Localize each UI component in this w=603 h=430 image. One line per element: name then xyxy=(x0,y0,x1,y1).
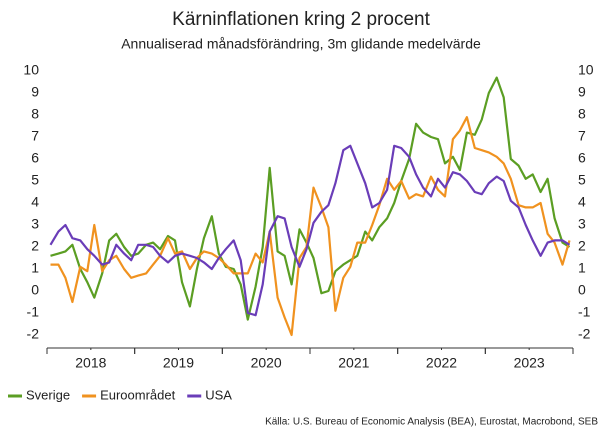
x-tick-label: 2021 xyxy=(338,355,369,371)
y2-tick-label: 6 xyxy=(578,150,586,166)
y-tick-label: -2 xyxy=(27,326,40,342)
y2-tick-label: 8 xyxy=(578,106,586,122)
y2-tick-label: 2 xyxy=(578,238,586,254)
y-tick-label: -1 xyxy=(27,304,40,320)
legend-label: USA xyxy=(205,387,232,402)
legend-label: Sverige xyxy=(26,387,70,402)
y-tick-label: 3 xyxy=(31,216,39,232)
y2-tick-label: 10 xyxy=(578,62,594,78)
y-tick-label: 2 xyxy=(31,238,39,254)
y2-tick-label: 9 xyxy=(578,84,586,100)
y-tick-label: 6 xyxy=(31,150,39,166)
x-tick-label: 2023 xyxy=(514,355,545,371)
series-line xyxy=(50,76,571,321)
y2-tick-label: 4 xyxy=(578,194,586,210)
x-tick-label: 2022 xyxy=(426,355,457,371)
y2-tick-label: -2 xyxy=(578,326,591,342)
x-tick-label: 2019 xyxy=(163,355,194,371)
y-tick-label: 5 xyxy=(31,172,39,188)
y2-tick-label: 5 xyxy=(578,172,586,188)
legend-label: Euroområdet xyxy=(100,387,176,402)
chart-title: Kärninflationen kring 2 procent xyxy=(172,9,430,30)
y2-tick-label: 3 xyxy=(578,216,586,232)
chart-subtitle: Annualiserad månadsförändring, 3m glidan… xyxy=(121,36,481,52)
y2-tick-label: 1 xyxy=(578,260,586,276)
y-tick-label: 1 xyxy=(31,260,39,276)
y2-tick-label: -1 xyxy=(578,304,591,320)
series-line xyxy=(49,144,571,317)
y-tick-label: 0 xyxy=(31,282,39,298)
y-tick-label: 8 xyxy=(31,106,39,122)
x-tick-label: 2018 xyxy=(75,355,106,371)
series-line xyxy=(50,116,571,337)
y-tick-label: 7 xyxy=(31,128,39,144)
y2-tick-label: 7 xyxy=(578,128,586,144)
y-tick-label: 9 xyxy=(31,84,39,100)
y-tick-label: 4 xyxy=(31,194,39,210)
x-tick-label: 2020 xyxy=(251,355,282,371)
y-tick-label: 10 xyxy=(23,62,39,78)
y2-tick-label: 0 xyxy=(578,282,586,298)
source: Källa: U.S. Bureau of Economic Analysis … xyxy=(265,417,598,428)
